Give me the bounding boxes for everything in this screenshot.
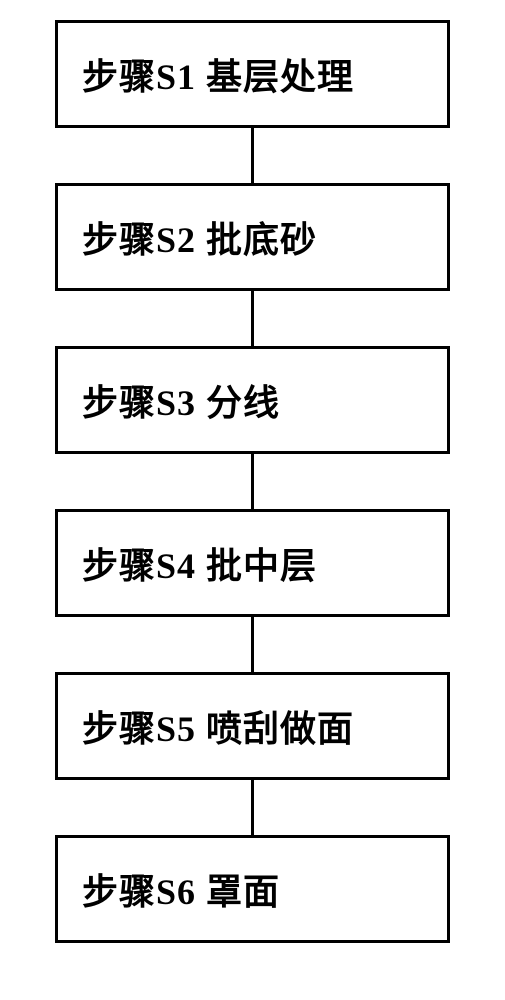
node-label: 步骤S4 批中层	[82, 537, 317, 589]
flowchart-connector	[251, 617, 254, 672]
flowchart-connector	[251, 291, 254, 346]
node-label: 步骤S5 喷刮做面	[82, 700, 354, 752]
flowchart-connector	[251, 454, 254, 509]
node-label: 步骤S6 罩面	[82, 863, 280, 915]
flowchart-connector	[251, 780, 254, 835]
node-label: 步骤S2 批底砂	[82, 211, 317, 263]
flowchart-node: 步骤S2 批底砂	[55, 183, 450, 291]
flowchart-node: 步骤S3 分线	[55, 346, 450, 454]
node-label: 步骤S3 分线	[82, 374, 280, 426]
node-label: 步骤S1 基层处理	[82, 48, 354, 100]
flowchart-node: 步骤S6 罩面	[55, 835, 450, 943]
flowchart-node: 步骤S1 基层处理	[55, 20, 450, 128]
flowchart-node: 步骤S4 批中层	[55, 509, 450, 617]
flowchart-container: 步骤S1 基层处理 步骤S2 批底砂 步骤S3 分线 步骤S4 批中层 步骤S5…	[0, 20, 505, 943]
flowchart-connector	[251, 128, 254, 183]
flowchart-node: 步骤S5 喷刮做面	[55, 672, 450, 780]
